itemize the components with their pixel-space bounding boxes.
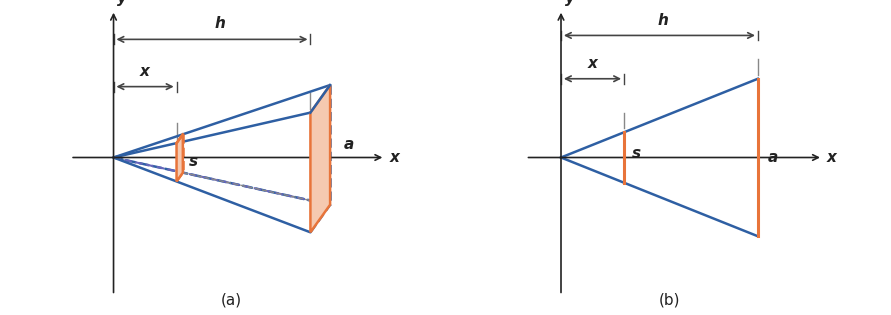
Text: h: h (215, 16, 225, 32)
Text: s: s (188, 154, 198, 169)
Text: (a): (a) (221, 292, 242, 307)
Polygon shape (176, 134, 183, 181)
Text: h: h (658, 13, 669, 28)
Text: y: y (565, 0, 575, 6)
Text: (b): (b) (658, 292, 680, 307)
Text: x: x (389, 150, 399, 165)
Text: x: x (587, 56, 598, 71)
Text: s: s (632, 146, 641, 161)
Text: y: y (118, 0, 127, 6)
Text: a: a (344, 137, 354, 152)
Text: a: a (768, 150, 778, 165)
Text: x: x (140, 64, 150, 79)
Polygon shape (310, 85, 330, 232)
Text: x: x (827, 150, 837, 165)
